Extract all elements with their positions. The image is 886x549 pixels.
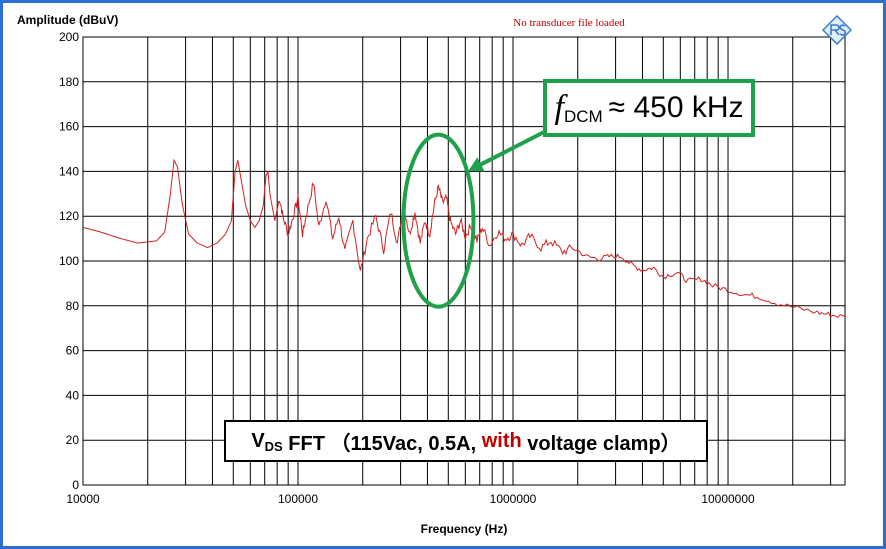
spectrum-trace — [82, 158, 846, 319]
fdcm-callout-arrow — [475, 128, 549, 169]
y-tick-label: 120 — [59, 209, 79, 223]
y-axis-label: Amplitude (dBuV) — [17, 13, 118, 27]
x-tick-label: 10000000 — [701, 492, 755, 506]
y-tick-label: 20 — [66, 433, 80, 447]
caption-text-a: FFT （115Vac, 0.5A, — [282, 432, 482, 455]
caption-highlight: with — [481, 429, 522, 452]
chart-caption: V DS FFT （115Vac, 0.5A, with voltage clam… — [224, 420, 708, 462]
plot-border — [82, 36, 846, 486]
x-tick-label: 10000 — [66, 492, 100, 506]
caption-subscript: DS — [264, 438, 283, 454]
caption-v: V — [251, 429, 265, 452]
y-tick-label: 180 — [59, 75, 79, 89]
x-tick-label: 1000000 — [490, 492, 537, 506]
x-tick-labels: 10000 100000 1000000 10000000 — [66, 492, 755, 506]
fdcm-highlight-ellipse — [401, 132, 476, 309]
y-tick-label: 60 — [66, 344, 80, 358]
callout-value: ≈ 450 kHz — [608, 91, 744, 124]
callout-symbol: f — [554, 89, 564, 126]
x-axis-label: Frequency (Hz) — [421, 522, 508, 536]
caption-text-b: voltage clamp） — [521, 432, 681, 455]
callout-subscript: DCM — [563, 107, 603, 126]
rohde-schwarz-logo — [822, 15, 852, 45]
y-tick-label: 100 — [59, 254, 79, 268]
y-tick-label: 160 — [59, 120, 79, 134]
fdcm-callout-box: f DCM ≈ 450 kHz — [543, 79, 755, 137]
y-tick-labels: 0 20 40 60 80 100 120 140 160 180 200 — [59, 30, 79, 492]
y-tick-label: 80 — [66, 299, 80, 313]
y-tick-label: 140 — [59, 164, 79, 178]
transducer-warning: No transducer file loaded — [513, 17, 625, 29]
fdcm-arrowhead — [468, 157, 485, 172]
x-tick-label: 100000 — [278, 492, 318, 506]
y-tick-label: 200 — [59, 30, 79, 44]
y-tick-label: 0 — [72, 478, 79, 492]
y-tick-label: 40 — [66, 388, 80, 402]
